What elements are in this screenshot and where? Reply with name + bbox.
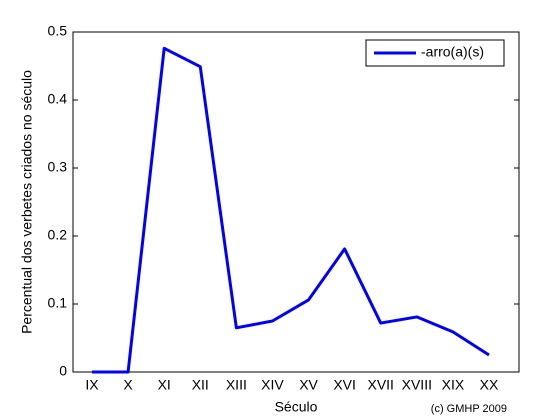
y-tick-label: 0.5 <box>48 23 68 39</box>
x-tick-label: X <box>123 377 133 393</box>
x-tick-label: XVI <box>333 377 356 393</box>
y-tick-label: 0.2 <box>48 227 68 243</box>
legend-label: -arro(a)(s) <box>421 44 484 60</box>
plot-frame <box>72 31 520 373</box>
x-tick-label: XII <box>192 377 209 393</box>
x-tick-label: XVIII <box>402 377 432 393</box>
y-tick-label: 0.1 <box>48 295 68 311</box>
x-axis-title: Século <box>275 399 318 415</box>
x-tick-label: XIX <box>442 377 465 393</box>
x-tick-label: XIV <box>261 377 284 393</box>
x-tick-label: XV <box>299 377 318 393</box>
y-tick-label: 0 <box>59 363 67 379</box>
x-tick-label: IX <box>85 377 99 393</box>
x-tick-label: XI <box>158 377 171 393</box>
y-tick-label: 0.4 <box>48 91 68 107</box>
y-tick-label: 0.3 <box>48 159 68 175</box>
x-tick-label: XIII <box>226 377 247 393</box>
x-tick-label: XX <box>480 377 499 393</box>
x-tick-label: XVII <box>367 377 393 393</box>
y-axis-title: Percentual dos verbetes criados no sécul… <box>19 70 35 334</box>
line-series <box>92 46 490 374</box>
annotation: (c) GMHP 2009 <box>431 403 507 415</box>
